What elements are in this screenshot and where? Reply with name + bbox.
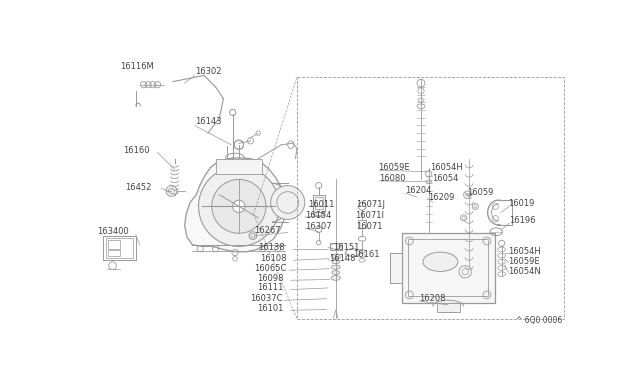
Text: 163400: 163400 — [97, 227, 129, 236]
Text: 16452: 16452 — [125, 183, 151, 192]
Circle shape — [233, 200, 245, 212]
Bar — [103, 235, 136, 260]
Text: 16196: 16196 — [509, 216, 536, 225]
Bar — [108, 250, 120, 256]
Text: 16059: 16059 — [467, 188, 494, 197]
Circle shape — [212, 179, 266, 233]
Text: 16160: 16160 — [123, 147, 149, 155]
Text: 16204: 16204 — [406, 186, 432, 195]
Text: 16054H: 16054H — [509, 247, 541, 256]
Text: 16059E: 16059E — [509, 257, 540, 266]
Text: 16307: 16307 — [305, 222, 332, 231]
Bar — [330, 243, 342, 250]
Text: 16065C: 16065C — [253, 264, 286, 273]
Bar — [408, 240, 488, 296]
Circle shape — [271, 186, 305, 219]
Text: 16209: 16209 — [428, 193, 454, 202]
Bar — [312, 195, 325, 212]
Text: 16071I: 16071I — [355, 211, 384, 220]
Text: 16161: 16161 — [353, 250, 380, 259]
Bar — [315, 197, 323, 209]
Text: 16154: 16154 — [305, 211, 331, 220]
Text: 16302: 16302 — [195, 67, 221, 76]
Text: 16208: 16208 — [419, 294, 446, 303]
Bar — [390, 253, 402, 283]
Bar — [108, 240, 120, 249]
Circle shape — [198, 166, 279, 246]
Text: 16019: 16019 — [508, 199, 534, 208]
Text: 16101: 16101 — [257, 304, 283, 313]
Text: 16071J: 16071J — [356, 200, 385, 209]
Text: 16054H: 16054H — [430, 163, 463, 172]
Text: 16267: 16267 — [253, 227, 280, 235]
Text: 16108: 16108 — [260, 254, 286, 263]
Ellipse shape — [331, 254, 340, 259]
Text: 16116M: 16116M — [120, 62, 154, 71]
Text: 16151: 16151 — [333, 243, 359, 253]
Text: 16059E: 16059E — [378, 163, 409, 172]
Text: 16111: 16111 — [257, 283, 283, 292]
Ellipse shape — [332, 271, 340, 275]
Text: 16054N: 16054N — [509, 266, 541, 276]
Text: 16080: 16080 — [379, 174, 406, 183]
Bar — [436, 302, 460, 312]
Bar — [358, 220, 366, 228]
Bar — [216, 158, 262, 174]
Ellipse shape — [423, 252, 458, 272]
Ellipse shape — [331, 276, 340, 280]
Text: 16071: 16071 — [356, 222, 383, 231]
Text: 16148: 16148 — [330, 254, 356, 263]
Ellipse shape — [332, 265, 340, 269]
Text: 16037C: 16037C — [250, 294, 283, 303]
Bar — [402, 233, 495, 302]
Text: 16011: 16011 — [308, 200, 334, 209]
Text: 16098: 16098 — [257, 274, 284, 283]
Text: 16143: 16143 — [195, 117, 221, 126]
Text: 16054: 16054 — [432, 174, 458, 183]
Text: 16138: 16138 — [259, 243, 285, 253]
Ellipse shape — [332, 260, 340, 264]
Polygon shape — [184, 158, 285, 252]
Text: ^ 6Q0 0006: ^ 6Q0 0006 — [516, 316, 562, 325]
Bar — [106, 238, 134, 258]
Bar — [297, 77, 564, 319]
